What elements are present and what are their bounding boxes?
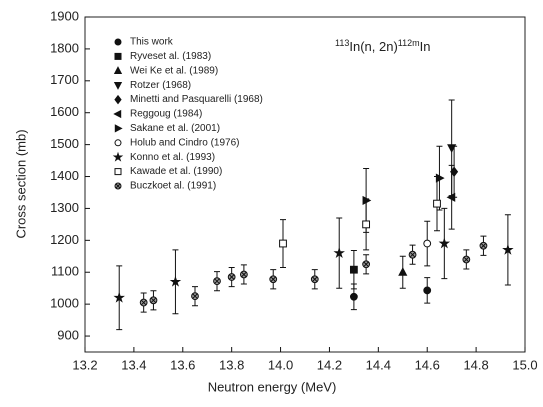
marker-part: [241, 271, 247, 278]
legend-marker: [114, 38, 122, 46]
marker: [408, 250, 417, 259]
marker: [349, 292, 358, 301]
legend-label: Kawade et al. (1990): [130, 166, 222, 177]
marker: [433, 199, 441, 208]
marker: [462, 255, 471, 264]
marker: [362, 220, 371, 229]
marker: [438, 237, 451, 249]
y-tick-label: 1400: [50, 168, 79, 183]
y-tick-label: 900: [57, 327, 79, 342]
legend-label: Sakane et al. (2001): [130, 123, 220, 134]
marker-part: [150, 297, 157, 304]
y-tick-label: 1500: [50, 136, 79, 151]
x-tick-label: 15.0: [512, 357, 537, 372]
legend-marker: [114, 168, 122, 176]
marker: [269, 275, 278, 284]
y-tick-label: 1700: [50, 72, 79, 87]
marker-part: [363, 261, 369, 267]
marker: [227, 273, 236, 281]
marker: [113, 291, 125, 303]
legend-label: Rotzer (1968): [130, 80, 191, 91]
marker-part: [270, 276, 276, 282]
marker: [213, 277, 221, 286]
y-tick-label: 1100: [51, 264, 79, 279]
legend-marker: [114, 124, 123, 133]
legend-marker: [114, 182, 122, 190]
marker-part: [214, 278, 220, 284]
x-tick-label: 14.0: [268, 357, 293, 372]
marker-part: [115, 183, 121, 189]
marker: [279, 239, 287, 248]
marker: [423, 239, 432, 248]
y-axis-label: Cross section (mb): [13, 129, 28, 238]
annotation-part: In: [420, 39, 431, 54]
annotation-part: In(n, 2n): [349, 39, 397, 54]
x-tick-label: 13.6: [170, 357, 195, 372]
y-tick-label: 1800: [50, 40, 79, 55]
marker: [169, 275, 182, 287]
annotation-part: 113: [335, 38, 349, 48]
legend-marker: [113, 109, 122, 119]
marker: [398, 267, 408, 276]
marker-part: [228, 274, 235, 280]
marker: [362, 260, 371, 269]
marker: [191, 292, 199, 301]
marker-part: [140, 299, 147, 306]
marker-part: [463, 256, 470, 263]
y-tick-label: 1900: [50, 8, 79, 23]
y-tick-label: 1200: [50, 232, 79, 247]
y-tick-label: 1600: [50, 104, 79, 119]
x-tick-label: 14.8: [463, 357, 488, 372]
marker: [479, 241, 488, 250]
legend-marker: [114, 139, 122, 147]
marker: [446, 192, 456, 202]
x-tick-label: 13.4: [121, 357, 146, 372]
y-tick-label: 1000: [50, 296, 79, 311]
y-tick-label: 1300: [50, 200, 79, 215]
marker-part: [192, 293, 198, 299]
legend-label: Ryveset al. (1983): [130, 51, 211, 62]
legend-label: Holub and Cindro (1976): [130, 137, 240, 148]
x-axis-label: Neutron energy (MeV): [208, 379, 337, 394]
legend-label: Reggoug (1984): [130, 109, 202, 120]
x-tick-label: 14.2: [317, 357, 342, 372]
marker: [239, 270, 248, 279]
legend-marker: [113, 66, 123, 74]
annotation-part: 112m: [398, 38, 420, 48]
legend-marker: [113, 82, 123, 90]
legend-marker: [112, 151, 124, 162]
marker: [349, 265, 358, 274]
marker: [139, 298, 148, 307]
legend-label: Buczkoet al. (1991): [130, 181, 216, 192]
legend-label: Konno et al. (1993): [130, 152, 215, 163]
x-tick-label: 14.4: [366, 357, 391, 372]
legend-label: This work: [130, 37, 174, 48]
x-tick-label: 13.8: [219, 357, 244, 372]
legend-label: Wei Ke et al. (1989): [130, 65, 218, 76]
marker: [149, 296, 158, 305]
x-tick-label: 13.2: [72, 357, 97, 372]
marker: [310, 275, 319, 284]
marker: [423, 286, 432, 295]
marker: [333, 247, 345, 258]
annotation: 113In(n, 2n)112mIn: [335, 38, 430, 54]
marker-part: [409, 251, 416, 258]
marker: [362, 195, 372, 206]
legend-marker: [114, 94, 122, 105]
marker: [502, 243, 514, 255]
plot-frame: [84, 16, 526, 353]
x-tick-label: 14.6: [415, 357, 440, 372]
legend-marker: [114, 52, 122, 60]
marker-part: [480, 243, 487, 249]
marker-part: [312, 276, 318, 282]
legend-label: Minetti and Pasquarelli (1968): [130, 94, 263, 105]
